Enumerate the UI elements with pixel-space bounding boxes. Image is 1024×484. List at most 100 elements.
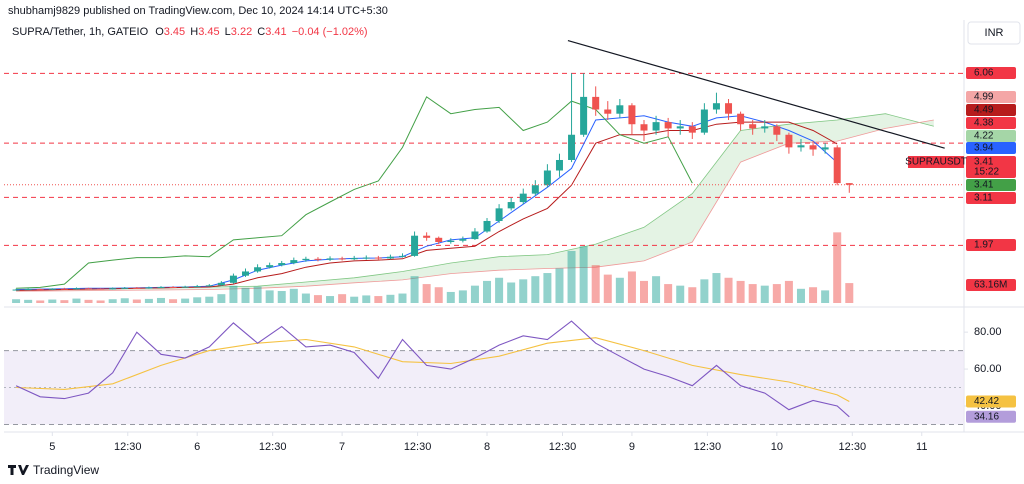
candle-body <box>459 239 467 241</box>
candle-body <box>652 122 660 131</box>
candle-body <box>314 258 322 260</box>
candle-body <box>157 287 165 289</box>
volume-bar <box>338 294 347 303</box>
price-tag-label: 4.49 <box>974 105 994 116</box>
x-tick-label: 12:30 <box>114 441 142 453</box>
candle-body <box>773 126 781 135</box>
volume-bar <box>446 291 455 303</box>
legend: SUPRA/Tether, 1h, GATEIO O3.45 H3.45 L3.… <box>12 26 368 38</box>
price-tag <box>966 192 1016 204</box>
price-tag-label: 3.94 <box>974 143 994 154</box>
legend-value: 3.22 <box>231 26 252 38</box>
candle-body <box>133 287 141 289</box>
candle-body <box>217 282 225 286</box>
price-tag-label: 4.22 <box>974 131 994 142</box>
volume-bar <box>181 298 190 303</box>
candle-body <box>97 288 105 290</box>
candle-body <box>411 235 419 256</box>
plot-area <box>4 39 964 303</box>
candle-body <box>592 96 600 110</box>
candle-body <box>48 288 56 290</box>
volume-bar <box>72 298 81 303</box>
candle-body <box>471 231 479 240</box>
volume-bar <box>615 277 624 303</box>
legend-key: O <box>155 26 164 38</box>
brand-logo <box>8 465 29 475</box>
candle-body <box>737 113 745 125</box>
volume-bar <box>24 299 33 303</box>
volume-bar <box>724 277 733 303</box>
price-tag <box>966 142 1016 154</box>
candle-body <box>712 103 720 110</box>
price-tag <box>966 130 1016 142</box>
volume-bar <box>144 298 153 303</box>
legend-key: C <box>257 26 265 38</box>
x-tick-label: 6 <box>194 441 200 453</box>
candle-body <box>749 124 757 129</box>
volume-bar <box>470 285 479 303</box>
candle-body <box>362 257 370 259</box>
volume-bar <box>579 246 588 303</box>
candle-body <box>664 122 672 129</box>
candle-body <box>374 257 382 259</box>
candle-body <box>507 202 515 209</box>
candle-body <box>688 126 696 133</box>
price-tag-label: 4.38 <box>974 118 994 129</box>
price-tag-label: 3.11 <box>974 193 993 204</box>
candle-body <box>640 124 648 131</box>
indicator-line <box>16 121 838 291</box>
volume-bar <box>458 290 467 303</box>
candle-body <box>761 126 769 129</box>
candle-body <box>85 288 93 290</box>
price-tag-label: 63.16M <box>974 280 1007 291</box>
candle-body <box>725 103 733 114</box>
volume-bar <box>652 276 661 303</box>
publisher-line: shubhamj9829 published on TradingView.co… <box>8 5 388 17</box>
volume-bar <box>640 280 648 303</box>
volume-bar <box>313 295 322 303</box>
volume-bar <box>809 287 818 303</box>
price-tag <box>966 104 1016 116</box>
legend-symbol: SUPRA/Tether, 1h, GATEIO <box>12 26 149 38</box>
volume-bar <box>84 299 93 303</box>
price-tag <box>966 239 1016 251</box>
candle-body <box>604 109 612 114</box>
candle-body <box>290 260 298 264</box>
legend-value: 3.41 <box>265 26 286 38</box>
candle-body <box>193 286 201 288</box>
volume-bar <box>796 288 805 303</box>
candle-body <box>519 193 527 203</box>
x-tick-label: 12:30 <box>839 441 867 453</box>
candle-body <box>205 285 213 287</box>
volume-bar <box>229 285 238 303</box>
indicator-line <box>16 96 693 289</box>
currency-button[interactable] <box>967 21 1021 45</box>
volume-bar <box>676 285 685 303</box>
volume-bar <box>265 290 274 303</box>
candle-body <box>531 185 539 194</box>
volume-bar <box>591 265 600 303</box>
candle-body <box>676 126 684 129</box>
brand-name: TradingView <box>33 463 99 477</box>
legend-key: L <box>225 26 231 38</box>
candle-body <box>350 257 358 260</box>
candle-body <box>229 275 237 283</box>
candle-body <box>616 105 624 114</box>
candle-body <box>12 289 20 291</box>
volume-bar <box>736 280 745 303</box>
candle-body <box>568 134 576 160</box>
price-tag <box>966 91 1016 103</box>
volume-bar <box>845 283 854 303</box>
volume-bar <box>784 280 793 303</box>
candle-body <box>109 288 117 290</box>
x-tick-label: 12:30 <box>549 441 577 453</box>
volume-bar <box>169 299 178 303</box>
candle-body <box>495 208 503 221</box>
volume-bar <box>772 284 781 303</box>
rsi-tag <box>966 410 1016 423</box>
volume-bar <box>531 276 540 303</box>
candle-body <box>797 145 805 148</box>
volume-bar <box>60 300 69 303</box>
candle-body <box>845 183 853 185</box>
